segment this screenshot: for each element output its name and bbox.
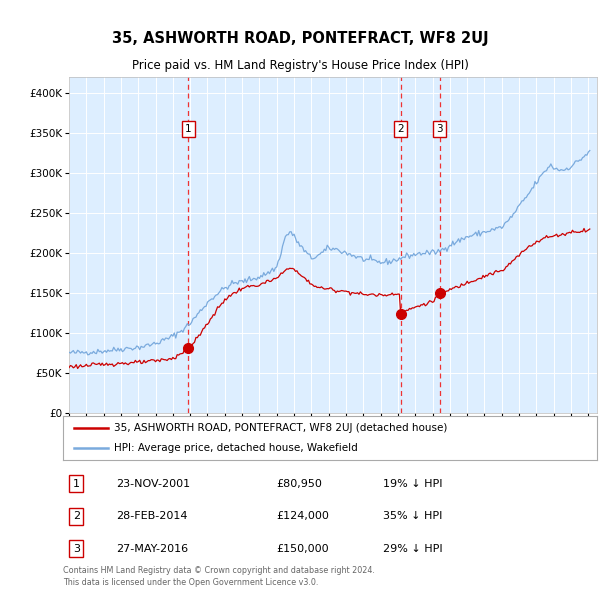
- Text: This data is licensed under the Open Government Licence v3.0.: This data is licensed under the Open Gov…: [63, 578, 319, 587]
- Text: 23-NOV-2001: 23-NOV-2001: [116, 479, 191, 489]
- Text: 1: 1: [73, 479, 80, 489]
- Text: 35, ASHWORTH ROAD, PONTEFRACT, WF8 2UJ (detached house): 35, ASHWORTH ROAD, PONTEFRACT, WF8 2UJ (…: [114, 423, 447, 433]
- Text: £80,950: £80,950: [277, 479, 322, 489]
- Text: HPI: Average price, detached house, Wakefield: HPI: Average price, detached house, Wake…: [114, 443, 358, 453]
- Text: 35, ASHWORTH ROAD, PONTEFRACT, WF8 2UJ: 35, ASHWORTH ROAD, PONTEFRACT, WF8 2UJ: [112, 31, 488, 46]
- Text: 3: 3: [436, 124, 443, 134]
- Text: Price paid vs. HM Land Registry's House Price Index (HPI): Price paid vs. HM Land Registry's House …: [131, 59, 469, 72]
- Text: 19% ↓ HPI: 19% ↓ HPI: [383, 479, 443, 489]
- Text: £124,000: £124,000: [277, 512, 329, 521]
- Text: 28-FEB-2014: 28-FEB-2014: [116, 512, 188, 521]
- Text: Contains HM Land Registry data © Crown copyright and database right 2024.: Contains HM Land Registry data © Crown c…: [63, 566, 375, 575]
- Text: £150,000: £150,000: [277, 544, 329, 553]
- Text: 29% ↓ HPI: 29% ↓ HPI: [383, 544, 443, 553]
- Text: 1: 1: [185, 124, 192, 134]
- Text: 35% ↓ HPI: 35% ↓ HPI: [383, 512, 443, 521]
- Text: 2: 2: [397, 124, 404, 134]
- Text: 3: 3: [73, 544, 80, 553]
- Text: 27-MAY-2016: 27-MAY-2016: [116, 544, 188, 553]
- Text: 2: 2: [73, 512, 80, 521]
